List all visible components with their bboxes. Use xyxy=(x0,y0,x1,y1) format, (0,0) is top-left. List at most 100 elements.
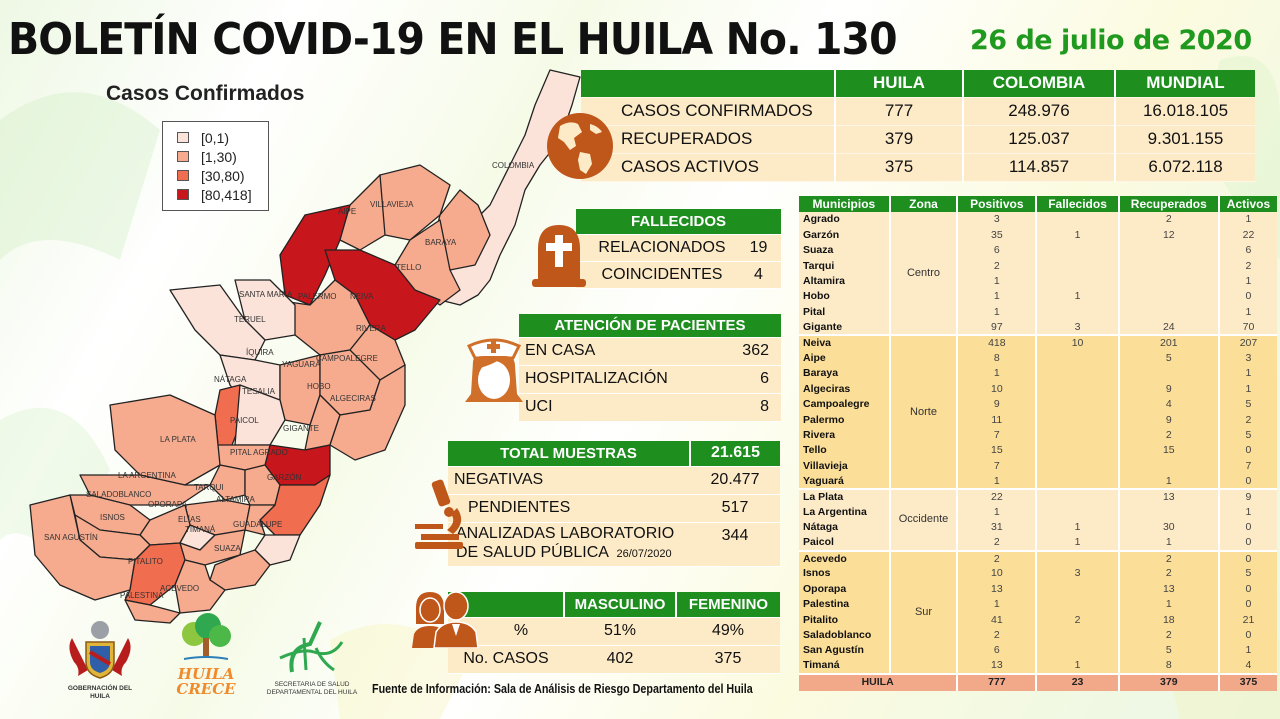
map-label-pitalito: PITALITO xyxy=(128,557,163,566)
activos-value: 2 xyxy=(1218,258,1277,274)
summary-row-label: CASOS ACTIVOS xyxy=(581,153,836,182)
region-palestina xyxy=(124,599,181,624)
tree-icon xyxy=(182,613,231,660)
map-label-rivera: RIVERA xyxy=(356,324,386,333)
atencion-row: HOSPITALIZACIÓN 6 xyxy=(519,365,781,394)
summary-mundial-value: 9.301.155 xyxy=(1115,125,1255,154)
municipio-row: Yaguará 1 1 0 xyxy=(799,473,1277,490)
activos-value: 5 xyxy=(1218,396,1277,413)
summary-colombia-value: 125.037 xyxy=(963,125,1116,154)
muestras-row: PENDIENTES 517 xyxy=(448,494,780,523)
positivos-value: 1 xyxy=(957,273,1038,289)
recuperados-value: 201 xyxy=(1118,334,1220,351)
municipio-row: Timaná 13 1 8 4 xyxy=(799,658,1277,674)
map-label-timana: TIMANÁ xyxy=(185,525,216,534)
activos-value: 3 xyxy=(1218,350,1277,366)
positivos-value: 41 xyxy=(957,612,1038,628)
recuperados-value: 1 xyxy=(1118,473,1220,490)
legend-item: [1,30) xyxy=(177,147,268,166)
positivos-value: 15 xyxy=(957,442,1038,459)
map-label-pital-agrado: PITAL AGRADO xyxy=(230,448,288,457)
recuperados-value: 1 xyxy=(1118,596,1220,613)
municipio-name: Tello xyxy=(799,442,891,459)
summary-header-blank xyxy=(581,70,836,98)
fallecidos-value xyxy=(1036,273,1120,289)
recuperados-value: 12 xyxy=(1118,227,1220,243)
muestras-header: TOTAL MUESTRAS 21.615 xyxy=(448,441,780,467)
positivos-value: 11 xyxy=(957,412,1038,428)
summary-colombia-value: 248.976 xyxy=(963,97,1116,126)
municipio-row: Palermo 11 9 2 xyxy=(799,412,1277,428)
activos-value: 0 xyxy=(1218,442,1277,459)
activos-value: 2 xyxy=(1218,412,1277,428)
map-label-campoalegre: CAMPOALEGRE xyxy=(316,354,378,363)
fallecidos-value xyxy=(1036,442,1120,459)
recuperados-value xyxy=(1118,273,1220,289)
map-label-acevedo: ACEVEDO xyxy=(160,584,199,593)
atencion-value: 362 xyxy=(719,337,781,366)
map-label-palestina: PALESTINA xyxy=(120,591,164,600)
municipio-row: Hobo 1 1 0 xyxy=(799,288,1277,305)
sexo-col-masculino: MASCULINO xyxy=(564,592,677,618)
fallecidos-value xyxy=(1036,350,1120,366)
logo-huila-crece: HUILA CRECE xyxy=(176,612,236,707)
secretaria-line-1: SECRETARIA DE SALUD xyxy=(274,681,350,688)
people-icon xyxy=(412,591,479,648)
legend-swatch xyxy=(177,132,189,143)
muestras-row: ANALIZADAS LABORATORIO DE SALUD PÚBLICA … xyxy=(448,522,780,567)
region-altamira xyxy=(244,504,276,536)
activos-value: 0 xyxy=(1218,596,1277,613)
atencion-label: HOSPITALIZACIÓN xyxy=(519,365,719,394)
municipio-row: Villavieja 7 7 xyxy=(799,458,1277,474)
map-label-aipe: AIPE xyxy=(338,207,356,216)
region-tesalia xyxy=(234,384,286,446)
map-label-palermo: PALERMO xyxy=(298,292,337,301)
zone-name: Norte xyxy=(889,334,959,490)
recuperados-value: 24 xyxy=(1118,319,1220,336)
sexo-row: % 51% 49% xyxy=(448,617,780,646)
legend-item: [0,1) xyxy=(177,128,268,147)
activos-value: 1 xyxy=(1218,304,1277,320)
municipio-name: Saladoblanco xyxy=(799,627,891,643)
recuperados-value: 2 xyxy=(1118,427,1220,443)
municipio-name: Oporapa xyxy=(799,581,891,597)
municipio-name: Baraya xyxy=(799,365,891,382)
total-positivos: 777 xyxy=(957,672,1038,691)
source-note: Fuente de Información: Sala de Análisis … xyxy=(372,682,753,696)
municipio-name: Hobo xyxy=(799,288,891,305)
municipio-name: La Plata xyxy=(799,488,891,505)
zone-name: Sur xyxy=(889,549,959,674)
positivos-value: 3 xyxy=(957,212,1038,228)
fallecidos-value xyxy=(1036,504,1120,520)
map-label-santa-maria: SANTA MARÍA xyxy=(239,290,293,299)
municipios-header: Municipios Zona Positivos Fallecidos Rec… xyxy=(799,196,1277,212)
fallecidos-value xyxy=(1036,488,1120,505)
fallecidos-value xyxy=(1036,212,1120,228)
sexo-row-label: % xyxy=(448,617,564,646)
region-pital xyxy=(209,464,246,501)
fallecidos-table: FALLECIDOS RELACIONADOS 19 COINCIDENTES … xyxy=(576,209,781,289)
municipio-name: Rivera xyxy=(799,427,891,443)
recuperados-value xyxy=(1118,304,1220,320)
municipio-row: Pitalito 41 2 18 21 xyxy=(799,612,1277,628)
municipio-row: Garzón 35 1 12 22 xyxy=(799,227,1277,243)
positivos-value: 1 xyxy=(957,365,1038,382)
municipio-row: Tello 15 15 0 xyxy=(799,442,1277,459)
positivos-value: 1 xyxy=(957,288,1038,305)
municipio-name: Acevedo xyxy=(799,549,891,566)
atencion-row: UCI 8 xyxy=(519,393,781,422)
fallecidos-header: FALLECIDOS xyxy=(576,209,781,235)
gobernacion-label: GOBERNACIÓN DEL HUILA xyxy=(67,685,133,700)
map-label-altamira: ALTAMIRA xyxy=(216,495,255,504)
municipio-row: Isnos 10 3 2 5 xyxy=(799,565,1277,582)
municipios-total-row: HUILA 777 23 379 375 xyxy=(799,672,1277,691)
positivos-value: 7 xyxy=(957,427,1038,443)
fallecidos-value xyxy=(1036,458,1120,474)
positivos-value: 418 xyxy=(957,334,1038,351)
activos-value: 4 xyxy=(1218,658,1277,674)
sexo-header: MASCULINO FEMENINO xyxy=(448,592,780,618)
fallecidos-value: 3 xyxy=(1036,319,1120,336)
fallecidos-label: COINCIDENTES xyxy=(576,261,736,289)
municipio-name: Altamira xyxy=(799,273,891,289)
fallecidos-value: 1 xyxy=(1036,288,1120,305)
